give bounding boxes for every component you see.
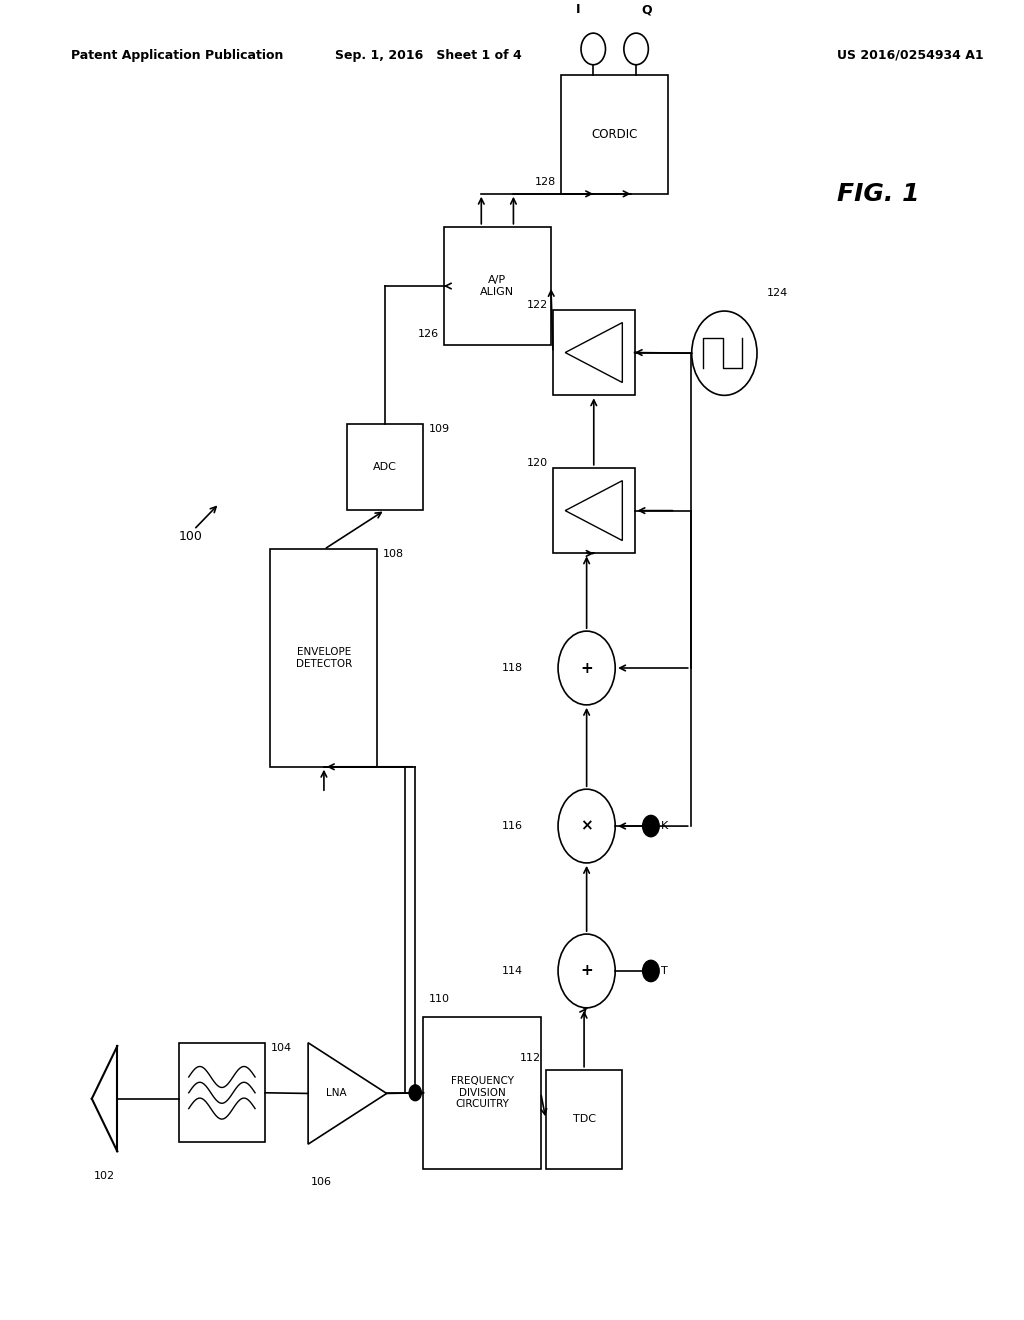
Circle shape: [581, 33, 605, 65]
Text: 114: 114: [502, 966, 523, 975]
Text: CORDIC: CORDIC: [592, 128, 638, 141]
Text: A/P
ALIGN: A/P ALIGN: [480, 276, 514, 297]
Text: Q: Q: [641, 3, 651, 16]
Bar: [347, 424, 423, 510]
Circle shape: [691, 312, 757, 396]
Text: Sep. 1, 2016   Sheet 1 of 4: Sep. 1, 2016 Sheet 1 of 4: [335, 49, 522, 62]
Circle shape: [558, 789, 615, 863]
Circle shape: [558, 935, 615, 1008]
Text: 102: 102: [93, 1171, 115, 1181]
Text: 106: 106: [310, 1177, 332, 1187]
Bar: [561, 75, 669, 194]
Text: 124: 124: [767, 288, 788, 298]
Bar: [443, 227, 551, 346]
Circle shape: [558, 631, 615, 705]
Text: 120: 120: [526, 458, 548, 467]
Bar: [553, 467, 635, 553]
Text: 110: 110: [428, 994, 450, 1005]
Bar: [270, 549, 378, 767]
Text: Patent Application Publication: Patent Application Publication: [72, 49, 284, 62]
Text: LNA: LNA: [327, 1089, 347, 1098]
Text: US 2016/0254934 A1: US 2016/0254934 A1: [837, 49, 983, 62]
Text: T: T: [662, 966, 668, 975]
Text: 109: 109: [428, 424, 450, 434]
Text: ADC: ADC: [373, 462, 397, 473]
Text: I: I: [575, 3, 581, 16]
Text: ×: ×: [581, 818, 593, 833]
Polygon shape: [565, 322, 623, 383]
Text: 100: 100: [178, 529, 203, 543]
Text: 126: 126: [418, 329, 438, 339]
Text: 104: 104: [270, 1043, 292, 1053]
Text: +: +: [581, 964, 593, 978]
Text: +: +: [581, 660, 593, 676]
Bar: [178, 1043, 265, 1142]
Text: 118: 118: [502, 663, 523, 673]
Polygon shape: [308, 1043, 387, 1144]
Bar: [423, 1016, 541, 1168]
Text: 116: 116: [502, 821, 523, 832]
Text: TDC: TDC: [572, 1114, 596, 1125]
Text: 122: 122: [526, 300, 548, 310]
Polygon shape: [565, 480, 623, 541]
Text: FIG. 1: FIG. 1: [837, 182, 920, 206]
Circle shape: [643, 961, 659, 982]
Text: ENVELOPE
DETECTOR: ENVELOPE DETECTOR: [296, 647, 352, 669]
Bar: [553, 310, 635, 396]
Bar: [546, 1069, 623, 1168]
Text: 128: 128: [535, 177, 556, 187]
Text: 112: 112: [519, 1053, 541, 1063]
Circle shape: [643, 816, 659, 837]
Text: K: K: [662, 821, 669, 832]
Circle shape: [410, 1085, 421, 1101]
Text: 108: 108: [383, 549, 403, 560]
Text: FREQUENCY
DIVISION
CIRCUITRY: FREQUENCY DIVISION CIRCUITRY: [451, 1076, 514, 1109]
Circle shape: [624, 33, 648, 65]
